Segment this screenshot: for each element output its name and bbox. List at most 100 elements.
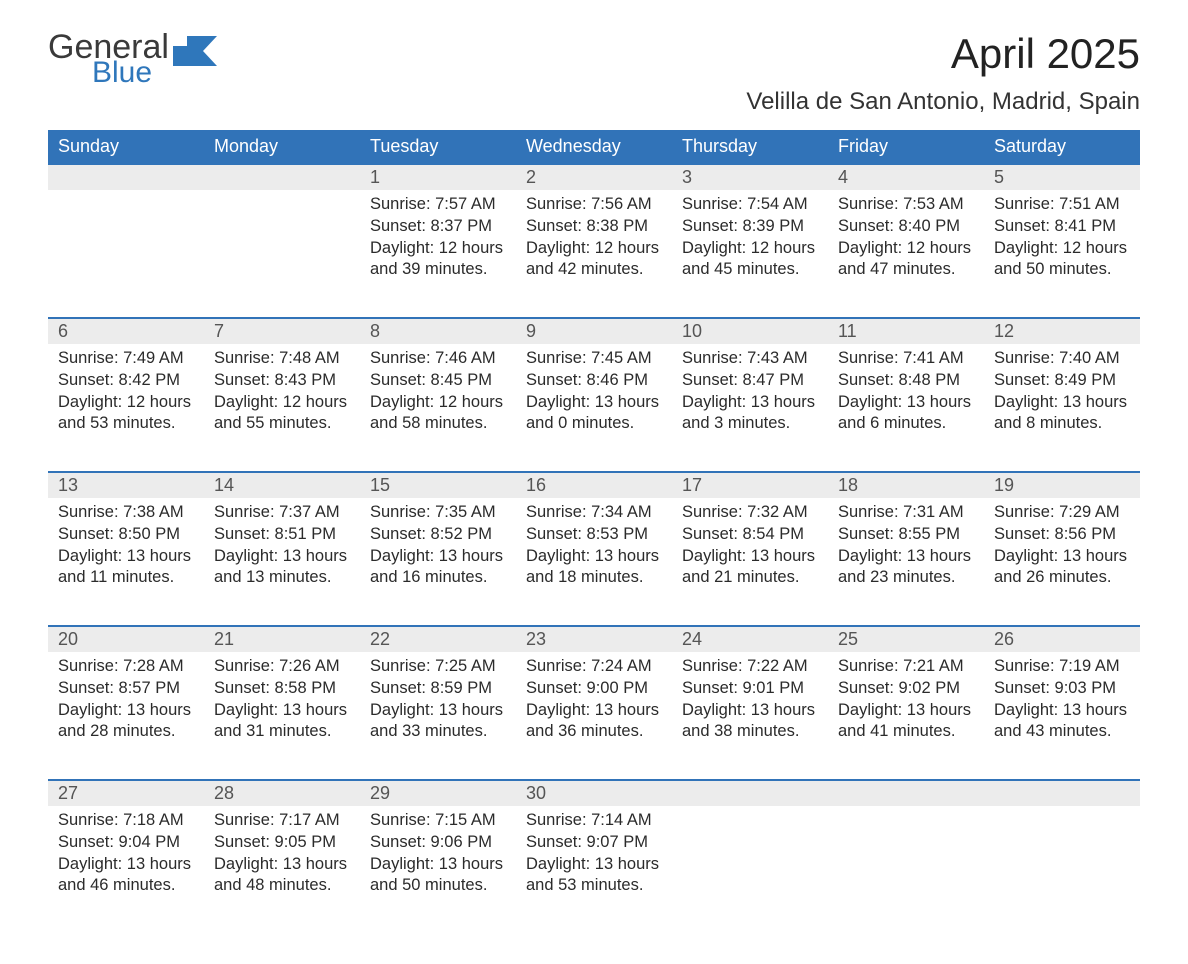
brand-flag-icon	[173, 36, 217, 66]
sunrise-text: Sunrise: 7:26 AM	[214, 656, 350, 678]
day-content-cell: Sunrise: 7:18 AMSunset: 9:04 PMDaylight:…	[48, 806, 204, 934]
day-number-cell: 22	[360, 626, 516, 652]
day-content-cell: Sunrise: 7:29 AMSunset: 8:56 PMDaylight:…	[984, 498, 1140, 626]
day-number-cell: 18	[828, 472, 984, 498]
daylight-text-2: and 38 minutes.	[682, 721, 818, 743]
daylight-text-1: Daylight: 13 hours	[214, 700, 350, 722]
daynum-row: 27282930	[48, 780, 1140, 806]
daylight-text-1: Daylight: 13 hours	[838, 392, 974, 414]
daylight-text-1: Daylight: 13 hours	[214, 546, 350, 568]
daylight-text-1: Daylight: 13 hours	[58, 546, 194, 568]
day-number-cell: 11	[828, 318, 984, 344]
sunset-text: Sunset: 8:56 PM	[994, 524, 1130, 546]
day-content-cell: Sunrise: 7:54 AMSunset: 8:39 PMDaylight:…	[672, 190, 828, 318]
sunset-text: Sunset: 8:55 PM	[838, 524, 974, 546]
sunrise-text: Sunrise: 7:51 AM	[994, 194, 1130, 216]
daylight-text-1: Daylight: 13 hours	[526, 392, 662, 414]
weekday-header: Thursday	[672, 130, 828, 164]
day-content-cell: Sunrise: 7:48 AMSunset: 8:43 PMDaylight:…	[204, 344, 360, 472]
daylight-text-1: Daylight: 13 hours	[682, 392, 818, 414]
sunrise-text: Sunrise: 7:34 AM	[526, 502, 662, 524]
sunrise-text: Sunrise: 7:35 AM	[370, 502, 506, 524]
day-number-cell	[828, 780, 984, 806]
sunrise-text: Sunrise: 7:17 AM	[214, 810, 350, 832]
day-number-cell	[984, 780, 1140, 806]
sunrise-text: Sunrise: 7:43 AM	[682, 348, 818, 370]
sunset-text: Sunset: 9:06 PM	[370, 832, 506, 854]
sunset-text: Sunset: 8:51 PM	[214, 524, 350, 546]
day-number-cell: 6	[48, 318, 204, 344]
sunset-text: Sunset: 8:41 PM	[994, 216, 1130, 238]
day-content-cell: Sunrise: 7:56 AMSunset: 8:38 PMDaylight:…	[516, 190, 672, 318]
sunset-text: Sunset: 8:49 PM	[994, 370, 1130, 392]
sunset-text: Sunset: 8:38 PM	[526, 216, 662, 238]
sunrise-text: Sunrise: 7:40 AM	[994, 348, 1130, 370]
day-number-cell: 20	[48, 626, 204, 652]
daylight-text-2: and 46 minutes.	[58, 875, 194, 897]
sunset-text: Sunset: 8:54 PM	[682, 524, 818, 546]
day-number-cell: 4	[828, 164, 984, 190]
daynum-row: 6789101112	[48, 318, 1140, 344]
daylight-text-1: Daylight: 12 hours	[370, 392, 506, 414]
day-number-cell: 13	[48, 472, 204, 498]
day-number-cell: 7	[204, 318, 360, 344]
sunrise-text: Sunrise: 7:29 AM	[994, 502, 1130, 524]
day-content-cell	[204, 190, 360, 318]
day-number-cell: 8	[360, 318, 516, 344]
daynum-row: 12345	[48, 164, 1140, 190]
daylight-text-1: Daylight: 13 hours	[838, 546, 974, 568]
sunrise-text: Sunrise: 7:22 AM	[682, 656, 818, 678]
day-number-cell	[48, 164, 204, 190]
content-row: Sunrise: 7:57 AMSunset: 8:37 PMDaylight:…	[48, 190, 1140, 318]
day-number-cell: 16	[516, 472, 672, 498]
day-number-cell: 17	[672, 472, 828, 498]
daylight-text-2: and 50 minutes.	[370, 875, 506, 897]
sunset-text: Sunset: 8:59 PM	[370, 678, 506, 700]
daylight-text-2: and 45 minutes.	[682, 259, 818, 281]
sunrise-text: Sunrise: 7:45 AM	[526, 348, 662, 370]
sunset-text: Sunset: 8:47 PM	[682, 370, 818, 392]
day-number-cell: 21	[204, 626, 360, 652]
sunset-text: Sunset: 8:46 PM	[526, 370, 662, 392]
day-content-cell	[672, 806, 828, 934]
daylight-text-1: Daylight: 13 hours	[214, 854, 350, 876]
daylight-text-1: Daylight: 13 hours	[682, 546, 818, 568]
sunrise-text: Sunrise: 7:41 AM	[838, 348, 974, 370]
weekday-header: Saturday	[984, 130, 1140, 164]
day-number-cell: 15	[360, 472, 516, 498]
daylight-text-1: Daylight: 12 hours	[994, 238, 1130, 260]
sunset-text: Sunset: 9:00 PM	[526, 678, 662, 700]
calendar-table: SundayMondayTuesdayWednesdayThursdayFrid…	[48, 130, 1140, 934]
sunrise-text: Sunrise: 7:24 AM	[526, 656, 662, 678]
daylight-text-1: Daylight: 13 hours	[370, 854, 506, 876]
daylight-text-2: and 41 minutes.	[838, 721, 974, 743]
weekday-header: Friday	[828, 130, 984, 164]
sunrise-text: Sunrise: 7:49 AM	[58, 348, 194, 370]
day-content-cell: Sunrise: 7:24 AMSunset: 9:00 PMDaylight:…	[516, 652, 672, 780]
day-content-cell: Sunrise: 7:26 AMSunset: 8:58 PMDaylight:…	[204, 652, 360, 780]
daylight-text-2: and 23 minutes.	[838, 567, 974, 589]
daylight-text-2: and 13 minutes.	[214, 567, 350, 589]
sunrise-text: Sunrise: 7:48 AM	[214, 348, 350, 370]
weekday-header: Tuesday	[360, 130, 516, 164]
sunset-text: Sunset: 8:42 PM	[58, 370, 194, 392]
sunrise-text: Sunrise: 7:28 AM	[58, 656, 194, 678]
day-content-cell: Sunrise: 7:17 AMSunset: 9:05 PMDaylight:…	[204, 806, 360, 934]
sunrise-text: Sunrise: 7:53 AM	[838, 194, 974, 216]
daylight-text-1: Daylight: 13 hours	[370, 546, 506, 568]
day-content-cell: Sunrise: 7:15 AMSunset: 9:06 PMDaylight:…	[360, 806, 516, 934]
daynum-row: 20212223242526	[48, 626, 1140, 652]
day-number-cell: 28	[204, 780, 360, 806]
daylight-text-2: and 36 minutes.	[526, 721, 662, 743]
daylight-text-2: and 55 minutes.	[214, 413, 350, 435]
daylight-text-2: and 26 minutes.	[994, 567, 1130, 589]
title-block: April 2025 Velilla de San Antonio, Madri…	[746, 30, 1140, 116]
sunset-text: Sunset: 8:48 PM	[838, 370, 974, 392]
daylight-text-1: Daylight: 13 hours	[58, 854, 194, 876]
day-content-cell: Sunrise: 7:28 AMSunset: 8:57 PMDaylight:…	[48, 652, 204, 780]
daylight-text-1: Daylight: 12 hours	[58, 392, 194, 414]
sunrise-text: Sunrise: 7:57 AM	[370, 194, 506, 216]
sunset-text: Sunset: 9:05 PM	[214, 832, 350, 854]
sunset-text: Sunset: 8:39 PM	[682, 216, 818, 238]
content-row: Sunrise: 7:18 AMSunset: 9:04 PMDaylight:…	[48, 806, 1140, 934]
